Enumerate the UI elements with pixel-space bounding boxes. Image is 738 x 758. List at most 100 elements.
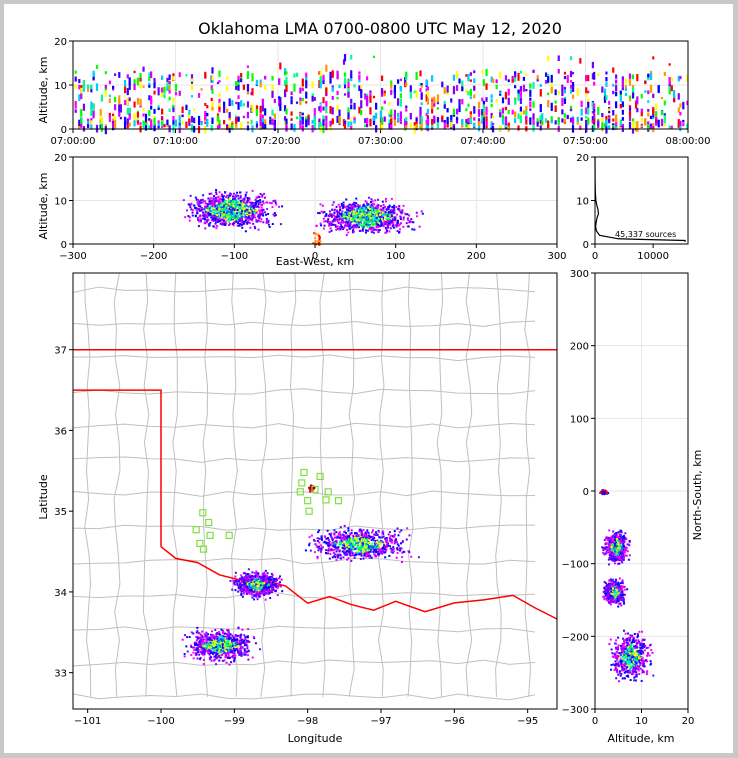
- ew-source: [227, 211, 230, 214]
- plan-view-source: [385, 546, 388, 549]
- plan-view-source: [252, 593, 255, 596]
- time-height-source: [390, 109, 393, 116]
- ew-source: [361, 223, 364, 226]
- time-height-source: [322, 106, 325, 111]
- ew-source: [317, 235, 320, 238]
- ew-source: [251, 219, 254, 222]
- time-height-source: [399, 117, 402, 122]
- x-tick-label: 07:10:00: [153, 136, 198, 147]
- plan-view-source: [375, 542, 378, 545]
- ew-source: [242, 200, 245, 203]
- county-line: [72, 320, 536, 327]
- ew-source: [334, 225, 337, 228]
- time-height-source: [615, 114, 618, 123]
- plan-view-source: [195, 631, 198, 634]
- ew-source: [385, 227, 388, 230]
- ew-source: [260, 206, 263, 209]
- ew-source: [382, 207, 385, 210]
- time-height-source: [216, 118, 220, 126]
- time-height-source: [536, 75, 539, 80]
- plan-view-source: [381, 552, 384, 555]
- ew-source: [382, 206, 385, 209]
- plan-view-source: [267, 583, 270, 586]
- plan-view-source: [185, 645, 188, 648]
- plan-view-source: [195, 647, 198, 650]
- plan-view-source: [347, 549, 350, 552]
- time-height-source: [580, 117, 583, 121]
- plan-view-source: [396, 547, 399, 550]
- plan-view-source: [198, 653, 201, 656]
- plan-view-source: [190, 631, 193, 634]
- plan-view-source: [369, 554, 372, 557]
- ew-source: [314, 232, 317, 235]
- time-height-source: [585, 75, 588, 82]
- ew-source: [379, 214, 382, 217]
- county-line: [72, 422, 536, 429]
- time-height-source: [261, 98, 264, 106]
- ew-source: [368, 196, 371, 199]
- time-height-source: [223, 101, 226, 108]
- plan-view-source: [255, 592, 258, 595]
- ew-source: [369, 217, 372, 220]
- ew-source: [213, 201, 216, 204]
- time-height-source: [178, 125, 181, 129]
- plan-view-source: [384, 537, 387, 540]
- time-height-source: [612, 90, 615, 95]
- plan-view-source: [327, 538, 330, 541]
- time-height-source: [360, 100, 363, 109]
- time-height-source: [118, 99, 121, 106]
- time-height-source: [242, 103, 246, 107]
- plan-view-source: [379, 542, 382, 545]
- ew-source: [356, 218, 359, 221]
- time-height-source: [569, 84, 573, 89]
- plan-view-source: [231, 588, 234, 591]
- time-height-source: [218, 124, 221, 129]
- ew-source: [189, 194, 192, 197]
- time-height-source: [74, 76, 77, 82]
- ew-source: [361, 229, 364, 232]
- time-height-source: [295, 116, 299, 120]
- plan-view-source: [381, 547, 384, 550]
- time-height-source: [325, 119, 328, 123]
- ew-source: [201, 198, 204, 201]
- time-height-source: [547, 92, 550, 96]
- time-height-source: [612, 118, 615, 122]
- time-height-source: [686, 100, 689, 106]
- plan-view-source: [245, 635, 248, 638]
- time-height-source: [279, 103, 282, 111]
- time-height-source: [501, 114, 505, 119]
- ew-source: [336, 211, 339, 214]
- plan-view-source: [225, 661, 228, 664]
- plan-view-source: [241, 576, 244, 579]
- ew-source: [366, 218, 369, 221]
- ew-source: [241, 215, 244, 218]
- time-height-source: [443, 122, 446, 130]
- plan-view-source: [270, 585, 273, 588]
- plan-view-source: [259, 592, 262, 595]
- plan-view-source: [344, 537, 347, 540]
- ew-source: [370, 211, 373, 214]
- time-height-source: [436, 107, 440, 110]
- ew-source: [382, 225, 385, 228]
- time-height-source: [343, 72, 347, 77]
- plan-view-source: [358, 546, 361, 549]
- ew-source: [361, 214, 364, 217]
- ew-source: [345, 213, 348, 216]
- time-height-source: [144, 122, 148, 126]
- plan-view-source: [354, 552, 357, 555]
- time-height-source: [235, 80, 238, 85]
- time-height-source: [264, 75, 267, 80]
- time-height-source: [347, 79, 350, 82]
- time-height-source: [246, 83, 250, 90]
- time-height-source: [285, 77, 288, 84]
- time-height-source: [358, 71, 361, 75]
- ew-source: [209, 221, 212, 224]
- plan-view-source: [232, 655, 235, 658]
- plan-view-source: [236, 580, 239, 583]
- plan-view-source: [327, 537, 330, 540]
- plan-view-source: [382, 532, 385, 535]
- time-height-source: [571, 117, 575, 125]
- ew-source: [358, 208, 361, 211]
- ew-source: [267, 221, 270, 224]
- ew-source: [368, 208, 371, 211]
